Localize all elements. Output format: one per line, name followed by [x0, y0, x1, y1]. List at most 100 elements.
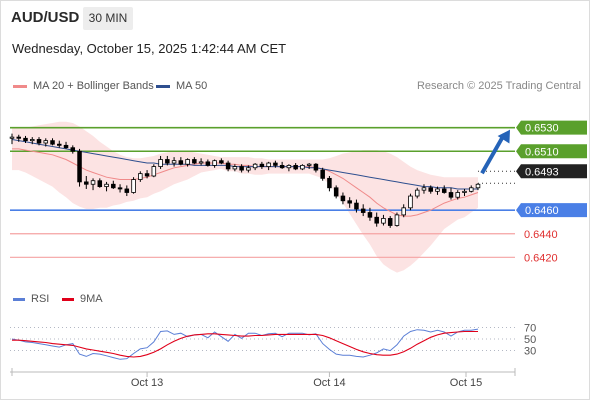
candle — [63, 141, 69, 149]
candle-body — [408, 195, 413, 209]
candle — [293, 163, 298, 171]
candle — [212, 159, 217, 168]
candle-body — [165, 159, 170, 164]
candle-body — [57, 143, 62, 146]
candle-body — [77, 150, 82, 183]
candle-body — [300, 164, 305, 170]
candle-body — [36, 139, 42, 144]
candle — [43, 138, 49, 147]
rsi-ma-swatch — [62, 297, 74, 301]
candle — [340, 192, 346, 205]
timeframe-badge[interactable]: 30 MIN — [83, 7, 133, 30]
candle — [97, 178, 103, 188]
candle — [252, 163, 258, 171]
candle-body — [381, 218, 386, 224]
candle — [327, 176, 332, 192]
rsi-tick-label: 50 — [524, 334, 536, 346]
candle-body — [219, 160, 224, 164]
candle — [192, 157, 197, 165]
candle — [171, 157, 177, 167]
candle-body — [293, 164, 298, 170]
candle — [84, 176, 89, 189]
candle-body — [232, 166, 238, 170]
candle — [138, 171, 143, 182]
candle-body — [333, 187, 339, 197]
level-label: 0.6460 — [525, 205, 559, 217]
candle — [306, 163, 312, 169]
candle-body — [259, 163, 265, 167]
candle — [360, 204, 366, 217]
legend-rsi-ma: 9MA — [62, 293, 103, 305]
candle-body — [455, 192, 460, 198]
candle — [435, 186, 440, 195]
candle-body — [306, 163, 312, 166]
level-label: 0.6510 — [525, 146, 559, 158]
last-price-label: 0.6493 — [525, 166, 559, 178]
x-tick-label: Oct 14 — [313, 377, 345, 389]
candle — [421, 184, 427, 194]
candle-body — [252, 163, 258, 169]
candle-body — [198, 161, 204, 164]
candle-body — [266, 162, 271, 167]
target-arrow-shaft — [480, 133, 506, 175]
candle — [178, 157, 184, 166]
candle — [104, 181, 109, 192]
ma50-swatch — [156, 84, 170, 88]
candle — [333, 185, 339, 199]
candle-body — [158, 159, 163, 167]
candle — [367, 207, 373, 221]
candle — [354, 199, 359, 213]
candle — [273, 160, 278, 168]
candle-body — [320, 169, 325, 179]
candle — [279, 161, 285, 169]
candle-body — [394, 214, 400, 226]
rsi-label: RSI — [31, 293, 50, 305]
candle-body — [50, 140, 55, 145]
candle — [50, 138, 55, 146]
candle — [185, 158, 190, 167]
candle — [347, 197, 352, 208]
candle — [286, 164, 292, 172]
last-price-tag — [516, 164, 587, 179]
candle — [30, 137, 35, 145]
ma50-line — [11, 139, 478, 190]
candle — [239, 164, 244, 173]
candle — [117, 184, 123, 193]
candle — [198, 158, 204, 166]
candle — [16, 134, 22, 142]
candle-body — [239, 166, 244, 171]
rsi-tick-label: 70 — [524, 322, 536, 334]
candle-body — [144, 173, 150, 177]
candle — [77, 148, 82, 187]
candle — [448, 187, 454, 200]
candle-body — [111, 183, 116, 189]
candle-body — [448, 192, 454, 198]
candle-body — [212, 160, 217, 166]
candle — [462, 188, 467, 197]
level-tag — [516, 144, 587, 159]
candle-body — [84, 181, 89, 185]
candle-body — [171, 160, 177, 164]
candle-body — [124, 188, 130, 193]
candle-body — [16, 136, 22, 139]
candle-body — [279, 164, 285, 169]
level-label: 0.6420 — [524, 252, 558, 264]
candle-body — [30, 139, 35, 142]
candle — [468, 185, 474, 193]
candle — [90, 178, 96, 191]
candle-body — [475, 183, 481, 189]
legend-ma20: MA 20 + Bollinger Bands — [13, 80, 154, 92]
candle — [259, 161, 265, 169]
candle-body — [151, 166, 157, 177]
candle — [381, 214, 386, 226]
candle — [414, 187, 420, 199]
level-tag — [516, 120, 587, 135]
candle — [300, 164, 305, 171]
ma20-swatch — [13, 84, 27, 88]
bollinger-band — [12, 121, 478, 273]
candle-body — [401, 207, 406, 216]
candle-body — [428, 187, 433, 192]
level-label: 0.6440 — [524, 229, 558, 241]
candle-body — [246, 167, 251, 171]
